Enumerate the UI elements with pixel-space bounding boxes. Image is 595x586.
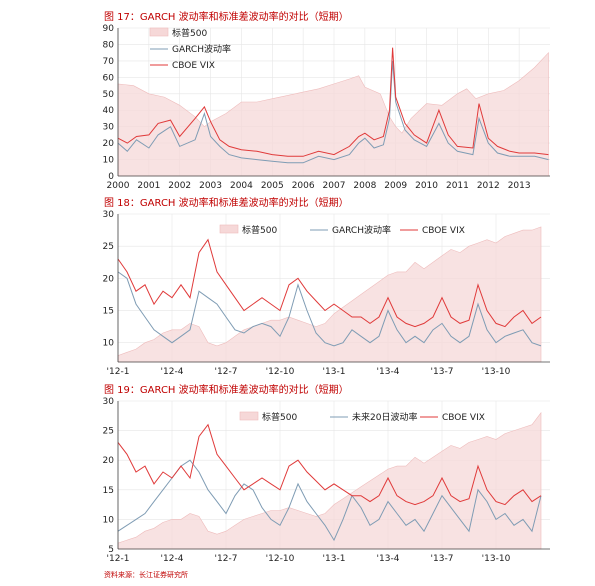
legend-label: 标普500 [242,224,277,236]
y-tick-label: 60 [103,73,115,83]
series-line-volatility [117,459,542,542]
x-tick-label: '12-4 [161,367,184,377]
series-line-volatility [117,271,542,347]
series-line-vix [117,238,542,328]
x-tick-label: 2007 [323,181,346,191]
x-tick-label: 2012 [477,181,500,191]
legend-label: 标普500 [262,411,297,423]
x-tick-label: 2009 [384,181,407,191]
x-tick-label: '13-1 [323,554,346,564]
x-tick-label: '12-4 [161,554,184,564]
legend-label: GARCH波动率 [332,224,391,236]
x-tick-label: 2003 [199,181,222,191]
y-tick-label: 0 [108,172,114,182]
x-tick-label: 2000 [107,181,130,191]
legend-swatch-spx500 [149,27,169,37]
x-tick-label: 2010 [415,181,438,191]
legend-label: GARCH波动率 [172,43,231,55]
series-line-volatility [117,60,549,164]
y-tick-label: 25 [103,242,114,252]
y-tick-label: 10 [103,339,115,349]
y-tick-label: 15 [103,486,114,496]
legend-label: 未来20日波动率 [352,411,417,423]
legend-label: CBOE VIX [442,413,485,423]
x-tick-label: '13-4 [377,554,400,564]
chart-garch-long-term: 2000 2001 2002 2003 2004 2005 2006 2007 2008 2009… [103,24,550,191]
y-tick-label: 70 [103,57,115,67]
x-tick-label: '12-1 [107,367,130,377]
x-tick-label: '12-7 [215,554,238,564]
x-tick-label: 2011 [446,181,469,191]
y-tick-label: 20 [103,274,115,284]
x-tick-label: '13-10 [482,554,511,564]
y-tick-label: 30 [103,210,115,220]
y-tick-label: 90 [103,24,115,34]
series-area-spx500 [117,51,549,177]
legend-label: CBOE VIX [172,61,215,71]
series-area-spx500 [117,411,542,550]
x-tick-label: 2005 [261,181,284,191]
series-line-vix [117,423,542,506]
y-tick-label: 20 [103,456,115,466]
y-tick-label: 10 [103,156,115,166]
y-tick-label: 15 [103,307,114,317]
chart-garch-short-term: '12-1 '12-4 '12-7 '12-10 '13-1 '13-4 '13-7 '13-… [103,210,550,377]
source-note: 资料来源：长江证券研究所 [104,571,188,579]
figure-17-title: 图 17：GARCH 波动率和标准差波动率的对比（短期） [104,12,349,23]
y-tick-label: 80 [103,40,115,50]
series-line-vix [117,47,549,157]
legend-swatch-spx500 [239,411,259,421]
x-tick-label: 2001 [137,181,160,191]
x-tick-label: 2008 [353,181,376,191]
x-tick-label: '13-10 [482,367,511,377]
y-tick-label: 40 [103,106,115,116]
chart-future-vol-short-term: '12-1 '12-4 '12-7 '12-10 '13-1 '13-4 '13-7 '13-… [103,397,550,564]
legend-swatch-spx500 [219,224,239,234]
x-tick-label: 2006 [292,181,315,191]
x-tick-label: '13-7 [431,554,454,564]
legend-label: CBOE VIX [422,226,465,236]
y-tick-label: 50 [103,90,115,100]
x-tick-label: '12-7 [215,367,238,377]
y-tick-label: 20 [103,139,115,149]
y-tick-label: 25 [103,427,114,437]
y-tick-label: 5 [108,545,114,555]
x-tick-label: '12-10 [266,367,295,377]
x-tick-label: '13-7 [431,367,454,377]
x-tick-label: '13-1 [323,367,346,377]
x-tick-label: '12-10 [266,554,295,564]
x-tick-label: 2002 [168,181,191,191]
y-tick-label: 30 [103,123,115,133]
x-tick-label: 2013 [508,181,531,191]
figure-19-title: 图 19：GARCH 波动率和标准差波动率的对比（短期） [104,385,349,396]
y-tick-label: 30 [103,397,115,407]
legend-label: 标普500 [172,27,207,39]
y-tick-label: 10 [103,515,115,525]
series-area-spx500 [117,226,542,363]
x-tick-label: 2004 [230,181,253,191]
figure-18-title: 图 18：GARCH 波动率和标准差波动率的对比（短期） [104,198,349,209]
x-tick-label: '13-4 [377,367,400,377]
x-tick-label: '12-1 [107,554,130,564]
